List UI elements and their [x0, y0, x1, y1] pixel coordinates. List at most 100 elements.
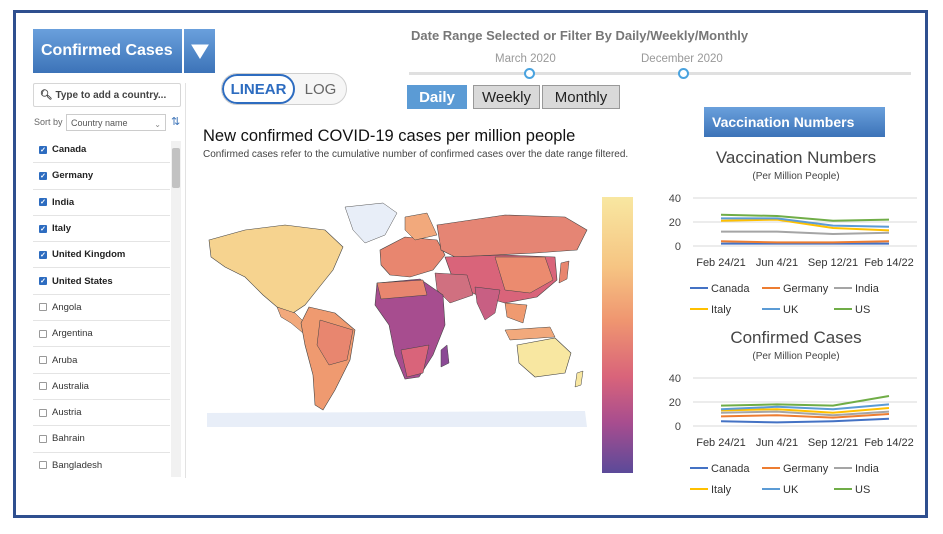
- confirmed-chart-subtitle: (Per Million People): [752, 351, 840, 362]
- country-label: Canada: [52, 144, 87, 156]
- x-tick-label: Sep 12/21: [808, 257, 858, 269]
- confirmed-chart-title: Confirmed Cases: [730, 328, 862, 347]
- country-label: United Kingdom: [52, 249, 126, 261]
- country-item[interactable]: ✓ United States: [33, 268, 170, 295]
- map-subtitle: Confirmed cases refer to the cumulative …: [203, 149, 629, 160]
- country-item[interactable]: ✓ Italy: [33, 216, 170, 243]
- map-region-japan: [558, 260, 570, 284]
- slider-end-label: December 2020: [641, 53, 723, 65]
- chevron-down-icon: ⌄: [154, 120, 161, 129]
- map-region-antarctica: [207, 411, 587, 427]
- scale-toggle: LINEAR LOG: [221, 73, 347, 105]
- map-region-madagascar: [440, 344, 450, 368]
- country-item[interactable]: ✓ India: [33, 190, 170, 216]
- date-slider-start-handle[interactable]: [524, 68, 535, 79]
- series-line-canada: [720, 417, 890, 424]
- y-tick-label: 0: [675, 241, 681, 253]
- country-item[interactable]: Australia: [33, 374, 170, 400]
- series-line-india: [720, 410, 890, 417]
- legend-label: UK: [783, 484, 799, 496]
- country-item[interactable]: ✓ United Kingdom: [33, 242, 170, 269]
- checkbox-checked-icon[interactable]: ✓: [39, 145, 47, 154]
- map-region-europe: [379, 236, 446, 278]
- country-list-scrollbar[interactable]: [171, 141, 181, 477]
- country-item[interactable]: Angola: [33, 295, 170, 322]
- checkbox-unchecked-icon[interactable]: [39, 356, 47, 365]
- country-item[interactable]: ✓ Canada: [33, 137, 170, 164]
- map-region-north-america: [208, 224, 344, 314]
- world-choropleth-map[interactable]: [205, 195, 590, 430]
- country-item[interactable]: ✓ Germany: [33, 163, 170, 190]
- checkbox-checked-icon[interactable]: ✓: [39, 277, 47, 286]
- country-item[interactable]: Aruba: [33, 347, 170, 374]
- legend-label: UK: [783, 304, 799, 316]
- x-tick-label: Feb 14/22: [864, 437, 914, 449]
- weekly-button[interactable]: Weekly: [473, 85, 540, 109]
- x-tick-label: Feb 14/22: [864, 257, 914, 269]
- x-tick-label: Sep 12/21: [808, 437, 858, 449]
- linear-scale-button[interactable]: LINEAR: [222, 74, 295, 104]
- x-tick-label: Feb 24/21: [696, 437, 746, 449]
- date-slider-track[interactable]: [409, 72, 911, 75]
- series-line-italy: [720, 218, 890, 232]
- y-tick-label: 20: [669, 397, 681, 409]
- country-label: Bangladesh: [52, 459, 103, 471]
- country-item[interactable]: Argentina: [33, 321, 170, 348]
- daily-button[interactable]: Daily: [407, 85, 467, 109]
- log-scale-button[interactable]: LOG: [304, 80, 337, 98]
- x-tick-label: Feb 24/21: [696, 257, 746, 269]
- sort-by-label: Sort by: [34, 117, 63, 127]
- checkbox-unchecked-icon[interactable]: [39, 382, 47, 391]
- map-region-australia: [516, 337, 572, 378]
- x-tick-label: Jun 4/21: [756, 257, 798, 269]
- map-title: New confirmed COVID-19 cases per million…: [203, 127, 576, 145]
- map-region-africa: [374, 278, 446, 380]
- legend-label: Germany: [783, 463, 829, 475]
- vaccination-numbers-button[interactable]: Vaccination Numbers: [704, 107, 885, 137]
- country-label: United States: [52, 275, 113, 287]
- country-label: Austria: [52, 407, 82, 419]
- checkbox-unchecked-icon[interactable]: [39, 303, 47, 312]
- metric-dropdown-toggle[interactable]: [182, 29, 215, 73]
- country-item[interactable]: Bangladesh: [33, 453, 170, 477]
- map-region-southern-africa: [400, 344, 430, 378]
- map-region-scandinavia: [404, 212, 438, 241]
- series-line-germany: [720, 413, 890, 419]
- map-region-new-zealand: [574, 370, 584, 388]
- vaccination-chart-title: Vaccination Numbers: [715, 148, 877, 167]
- legend-label: Canada: [711, 283, 750, 295]
- country-label: Angola: [52, 301, 82, 313]
- checkbox-checked-icon[interactable]: ✓: [39, 224, 47, 233]
- checkbox-unchecked-icon[interactable]: [39, 408, 47, 417]
- country-item[interactable]: Austria: [33, 400, 170, 427]
- sort-select[interactable]: Country name ⌄: [66, 114, 166, 131]
- search-icon: 🔍︎: [40, 90, 53, 101]
- checkbox-unchecked-icon[interactable]: [39, 461, 47, 470]
- metric-selector-button[interactable]: Confirmed Cases: [33, 29, 182, 73]
- x-tick-label: Jun 4/21: [756, 437, 798, 449]
- country-item[interactable]: Bahrain: [33, 426, 170, 453]
- country-label: Aruba: [52, 354, 78, 366]
- country-label: Germany: [52, 170, 94, 182]
- scrollbar-thumb[interactable]: [172, 148, 180, 188]
- country-label: Italy: [52, 223, 72, 235]
- checkbox-checked-icon[interactable]: ✓: [39, 171, 47, 180]
- y-tick-label: 40: [669, 373, 681, 385]
- sort-order-icon[interactable]: ⇅: [171, 116, 181, 128]
- checkbox-checked-icon[interactable]: ✓: [39, 250, 47, 259]
- map-region-north-africa: [376, 279, 428, 300]
- triangle-down-icon: [190, 44, 209, 59]
- monthly-button[interactable]: Monthly: [542, 85, 620, 109]
- map-region-middle-east: [434, 272, 474, 304]
- checkbox-checked-icon[interactable]: ✓: [39, 198, 47, 207]
- country-search-input[interactable]: 🔍︎ Type to add a country...: [33, 83, 181, 107]
- checkbox-unchecked-icon[interactable]: [39, 434, 47, 443]
- legend-label: India: [855, 283, 880, 295]
- date-slider-end-handle[interactable]: [678, 68, 689, 79]
- checkbox-unchecked-icon[interactable]: [39, 329, 47, 338]
- y-tick-label: 40: [669, 193, 681, 205]
- map-region-brazil: [316, 319, 354, 366]
- map-region-greenland: [344, 202, 398, 244]
- legend-label: US: [855, 304, 870, 316]
- legend-label: India: [855, 463, 880, 475]
